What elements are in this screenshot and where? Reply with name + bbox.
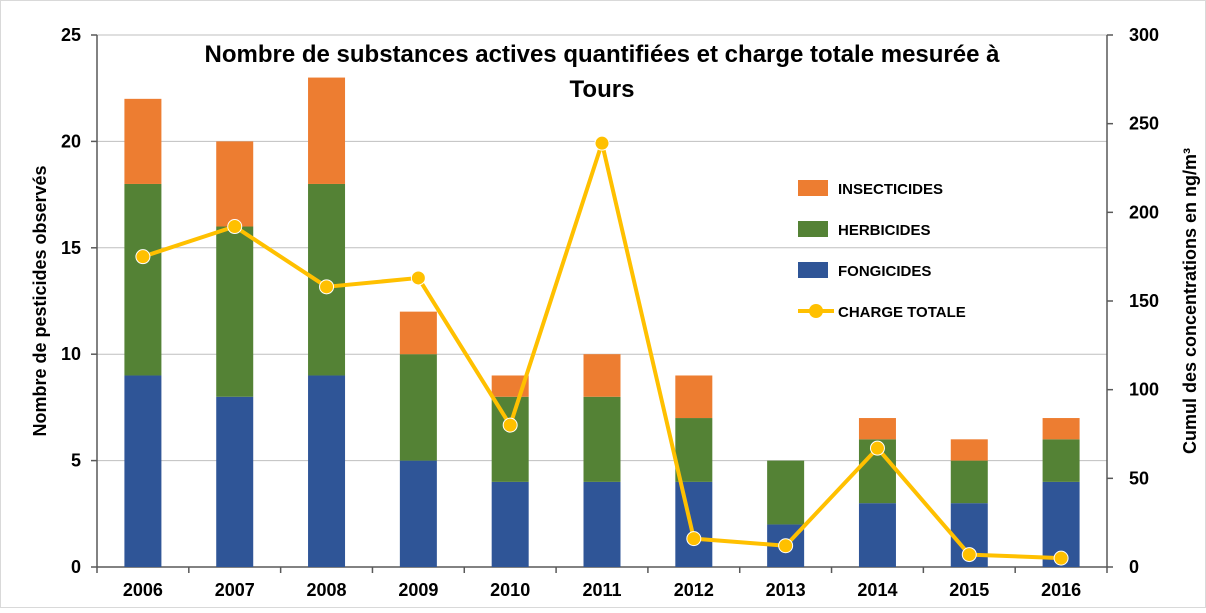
point-charge-totale-2016	[1053, 550, 1069, 566]
y-tick-label-15: 15	[61, 238, 81, 258]
y2-tick-label-100: 100	[1129, 380, 1159, 400]
point-charge-totale-2010	[502, 417, 518, 433]
bar-fongicides-2010	[491, 481, 529, 567]
chart-title-line-1: Nombre de substances actives quantifiées…	[205, 41, 1001, 68]
y-tick-label-0: 0	[71, 557, 81, 577]
bar-herbicides-2011	[583, 396, 621, 482]
x-tick-label-2010: 2010	[490, 580, 530, 600]
bar-fongicides-2006	[124, 375, 162, 567]
x-tick-label-2006: 2006	[123, 580, 163, 600]
bar-fongicides-2008	[308, 375, 346, 567]
point-charge-totale-2006	[135, 249, 151, 265]
legend-label-fongicides: FONGICIDES	[838, 263, 931, 280]
legend-label-insecticides: INSECTICIDES	[838, 181, 943, 198]
point-charge-totale-2014	[869, 440, 885, 456]
x-tick-label-2013: 2013	[766, 580, 806, 600]
bar-fongicides-2014	[858, 503, 896, 567]
bar-insecticides-2008	[308, 77, 346, 184]
bar-fongicides-2007	[216, 396, 254, 567]
legend-swatch-insecticides	[798, 180, 828, 196]
bar-herbicides-2009	[399, 354, 437, 461]
x-tick-label-2008: 2008	[307, 580, 347, 600]
legend-swatch-herbicides	[798, 221, 828, 237]
point-charge-totale-2015	[961, 547, 977, 563]
x-tick-label-2016: 2016	[1041, 580, 1081, 600]
y2-axis-title: Cumul des concentrations en ng/m³	[1180, 148, 1200, 454]
bar-insecticides-2009	[399, 311, 437, 355]
bar-insecticides-2014	[858, 418, 896, 440]
point-charge-totale-2009	[410, 270, 426, 286]
bar-herbicides-2016	[1042, 439, 1080, 482]
bar-herbicides-2007	[216, 226, 254, 397]
y2-tick-label-150: 150	[1129, 291, 1159, 311]
bar-herbicides-2012	[675, 418, 713, 482]
x-tick-label-2015: 2015	[949, 580, 989, 600]
y2-tick-label-250: 250	[1129, 114, 1159, 134]
point-charge-totale-2008	[319, 279, 335, 295]
y2-tick-label-300: 300	[1129, 25, 1159, 45]
y-tick-label-10: 10	[61, 344, 81, 364]
y-tick-label-5: 5	[71, 451, 81, 471]
x-tick-label-2007: 2007	[215, 580, 255, 600]
bar-insecticides-2007	[216, 141, 254, 227]
y-tick-label-25: 25	[61, 25, 81, 45]
point-charge-totale-2011	[594, 135, 610, 151]
bar-insecticides-2016	[1042, 418, 1080, 440]
bar-insecticides-2011	[583, 354, 621, 397]
legend-label-charge-totale: CHARGE TOTALE	[838, 304, 966, 321]
y-tick-label-20: 20	[61, 131, 81, 151]
bar-insecticides-2015	[950, 439, 988, 461]
y2-tick-label-50: 50	[1129, 468, 1149, 488]
legend-label-herbicides: HERBICIDES	[838, 222, 931, 239]
legend-marker-charge-totale	[809, 304, 823, 318]
bar-insecticides-2012	[675, 375, 713, 419]
bar-herbicides-2010	[491, 396, 529, 482]
point-charge-totale-2012	[686, 531, 702, 547]
bar-herbicides-2015	[950, 460, 988, 504]
y-axis-title: Nombre de pesticides observés	[30, 165, 50, 436]
bar-fongicides-2012	[675, 481, 713, 567]
bar-fongicides-2011	[583, 481, 621, 567]
bar-fongicides-2009	[399, 460, 437, 567]
x-tick-label-2011: 2011	[582, 580, 621, 600]
x-tick-label-2012: 2012	[674, 580, 714, 600]
legend-swatch-fongicides	[798, 262, 828, 278]
point-charge-totale-2007	[227, 219, 243, 235]
bar-herbicides-2006	[124, 183, 162, 376]
point-charge-totale-2013	[778, 538, 794, 554]
x-tick-label-2014: 2014	[857, 580, 897, 600]
y2-tick-label-200: 200	[1129, 202, 1159, 222]
y2-tick-label-0: 0	[1129, 557, 1139, 577]
bar-insecticides-2006	[124, 98, 162, 184]
chart-title-line-2: Tours	[570, 76, 635, 103]
x-tick-label-2009: 2009	[398, 580, 438, 600]
bar-herbicides-2013	[767, 460, 805, 525]
